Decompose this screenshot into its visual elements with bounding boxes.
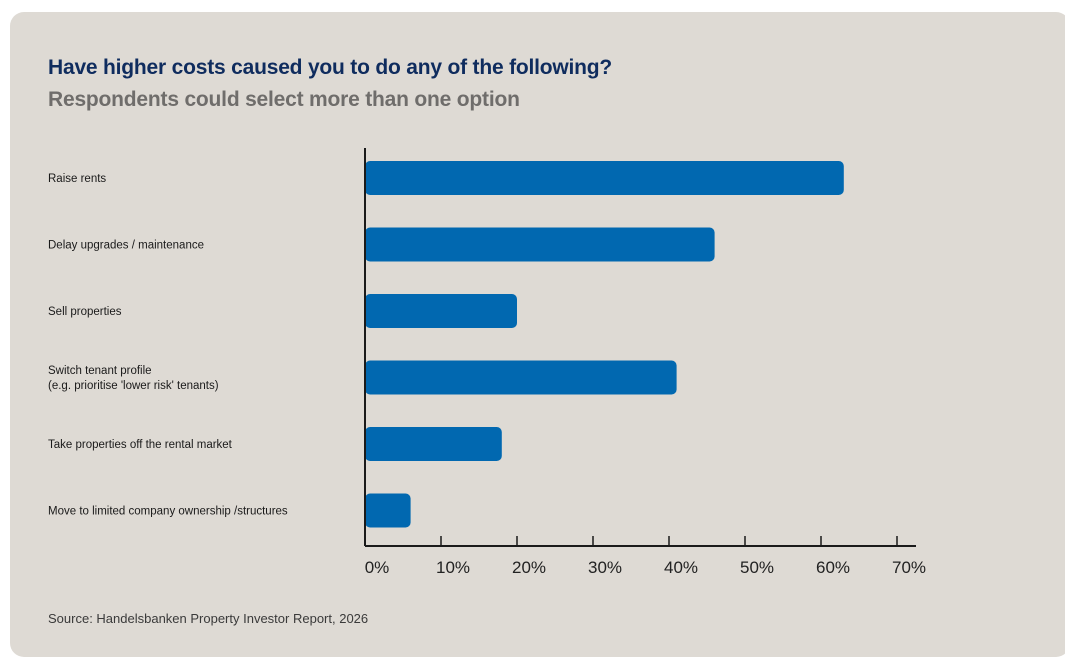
category-label-line: (e.g. prioritise 'lower risk' tenants) xyxy=(48,380,219,392)
category-label: Take properties off the rental market xyxy=(48,439,233,451)
x-tick-label: 0% xyxy=(365,558,390,577)
bar xyxy=(365,294,517,328)
category-label-line: Raise rents xyxy=(48,173,106,185)
x-tick-label: 50% xyxy=(740,558,774,577)
x-tick-label: 70% xyxy=(892,558,926,577)
category-label-line: Switch tenant profile xyxy=(48,365,152,377)
bar xyxy=(365,360,677,395)
chart-title: Have higher costs caused you to do any o… xyxy=(48,56,613,79)
category-label: Switch tenant profile (e.g. prioritise 'l… xyxy=(48,365,219,392)
bar xyxy=(365,161,844,195)
chart-card xyxy=(10,12,1065,657)
category-label-line: Take properties off the rental market xyxy=(48,439,233,451)
x-tick-label: 60% xyxy=(816,558,850,577)
x-tick-label: 30% xyxy=(588,558,622,577)
x-tick-label: 40% xyxy=(664,558,698,577)
category-label: Raise rents xyxy=(48,173,106,185)
category-label: Sell properties xyxy=(48,306,122,318)
category-label: Delay upgrades / maintenance xyxy=(48,240,204,252)
category-label-line: Move to limited company ownership /struc… xyxy=(48,506,288,518)
category-label: Move to limited company ownership /struc… xyxy=(48,506,288,518)
category-label-line: Sell properties xyxy=(48,306,122,318)
bar xyxy=(365,427,502,461)
x-tick-label: 20% xyxy=(512,558,546,577)
bar xyxy=(365,227,715,262)
category-label-line: Delay upgrades / maintenance xyxy=(48,240,204,252)
chart-subtitle: Respondents could select more than one o… xyxy=(48,88,520,111)
source-note: Source: Handelsbanken Property Investor … xyxy=(48,611,369,626)
x-tick-label: 10% xyxy=(436,558,470,577)
bar xyxy=(365,493,411,528)
